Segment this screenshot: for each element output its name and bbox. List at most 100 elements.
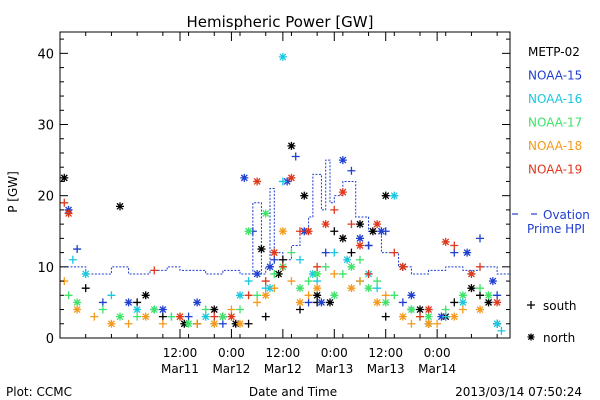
noaa-17-south-point <box>64 291 73 300</box>
y-tick-label: 20 <box>37 190 54 205</box>
ovation-hpi-line <box>60 159 510 275</box>
noaa-16-north-point <box>81 269 90 278</box>
metp-02-north-point <box>356 220 364 229</box>
noaa-17-south-point <box>201 305 210 314</box>
noaa-16-north-point <box>458 298 467 307</box>
data-points <box>60 52 506 335</box>
metp-02-north-point <box>381 191 390 200</box>
noaa-19-south-point <box>150 266 159 275</box>
noaa-17-south-point <box>253 291 262 300</box>
noaa-19-north-point <box>287 173 296 182</box>
noaa-15-north-point <box>377 227 386 236</box>
noaa-19-south-point <box>210 312 219 321</box>
noaa-19-north-point <box>304 227 313 236</box>
metp-02-north-point <box>116 202 124 211</box>
noaa-17-north-point <box>424 312 433 321</box>
metp-02-north-point <box>60 173 69 182</box>
metp-02-south-point <box>296 305 304 314</box>
noaa-16-south-point <box>107 291 116 300</box>
metp-02-north-point <box>180 319 189 328</box>
noaa-17-north-point <box>458 291 467 300</box>
noaa-15-south-point <box>398 298 407 307</box>
noaa-17-north-point <box>218 312 227 321</box>
legend-metp-02: METP-02 <box>528 45 580 59</box>
noaa-18-north-point <box>476 305 484 314</box>
noaa-15-south-point <box>73 245 82 254</box>
metp-02-south-point <box>381 312 390 321</box>
noaa-19-south-point <box>364 269 373 278</box>
noaa-16-south-point <box>313 277 322 286</box>
noaa-18-north-point <box>141 312 150 321</box>
noaa-16-south-point <box>497 326 506 335</box>
noaa-15-north-point <box>356 234 364 243</box>
noaa-15-south-point <box>476 234 484 243</box>
noaa-18-north-point <box>73 305 82 314</box>
noaa-19-north-point <box>253 177 262 186</box>
noaa-16-north-point <box>343 255 352 264</box>
noaa-16-north-point <box>133 305 142 314</box>
noaa-15-north-point <box>266 262 274 271</box>
noaa-15-north-point <box>317 298 326 307</box>
x-tick-time-label: 12:00 <box>266 346 301 360</box>
x-tick-date-label: Mar11 <box>161 362 199 376</box>
noaa-18-north-point <box>210 319 219 328</box>
noaa-18-north-point <box>347 284 356 293</box>
noaa-18-north-point <box>313 284 322 293</box>
metp-02-south-point <box>261 312 270 321</box>
noaa-17-north-point <box>313 269 322 278</box>
legend: METP-02 NOAA-15 NOAA-16 NOAA-17 NOAA-18 NOAA-… <box>512 45 590 345</box>
noaa-16-south-point <box>441 312 450 321</box>
noaa-15-north-point <box>338 156 347 165</box>
metp-02-north-point <box>274 269 283 278</box>
noaa-17-south-point <box>236 305 244 314</box>
metp-02-north-point <box>416 305 424 314</box>
metp-02-north-point <box>338 234 347 243</box>
noaa-18-north-point <box>278 227 287 236</box>
noaa-16-south-point <box>278 177 287 186</box>
noaa-19-south-point <box>296 227 304 236</box>
x-tick-time-label: 0:00 <box>321 346 348 360</box>
metp-02-south-point <box>450 298 459 307</box>
noaa-16-south-point <box>296 255 304 264</box>
noaa-19-south-point <box>347 220 356 229</box>
noaa-17-north-point <box>73 298 82 307</box>
noaa-19-south-point <box>390 248 399 257</box>
x-tick-time-label: 12:00 <box>368 346 403 360</box>
noaa-17-north-point <box>484 291 493 300</box>
plot-axes: 0 10 20 30 40 12:00 Mar11 0:00 Mar12 12:00 Mar12 0:… <box>37 31 511 376</box>
legend-noaa-19: NOAA-19 <box>528 163 582 177</box>
noaa-17-south-point <box>98 305 107 314</box>
noaa-18-north-point <box>296 298 304 307</box>
noaa-17-south-point <box>321 262 330 271</box>
legend-south-marker <box>527 301 535 309</box>
noaa-19-south-point <box>60 198 69 207</box>
noaa-17-north-point <box>150 305 159 314</box>
noaa-18-south-point <box>356 277 364 286</box>
noaa-15-south-point <box>218 319 227 328</box>
y-tick-label: 30 <box>37 119 54 134</box>
noaa-15-north-point <box>253 269 262 278</box>
noaa-17-south-point <box>133 312 142 321</box>
noaa-18-south-point <box>158 319 167 328</box>
noaa-18-north-point <box>424 319 433 328</box>
legend-north-marker <box>527 333 535 341</box>
noaa-19-north-point <box>373 220 382 229</box>
noaa-19-south-point <box>476 262 484 271</box>
noaa-18-south-point <box>381 291 390 300</box>
noaa-19-north-point <box>424 305 433 314</box>
noaa-17-south-point <box>287 248 296 257</box>
legend-noaa-17: NOAA-17 <box>528 116 582 130</box>
noaa-16-south-point <box>373 284 382 293</box>
noaa-17-north-point <box>347 262 356 271</box>
plot-frame <box>59 31 511 339</box>
noaa-19-south-point <box>278 262 287 271</box>
metp-02-north-point <box>484 298 493 307</box>
noaa-15-south-point <box>364 241 373 250</box>
noaa-16-north-point <box>266 284 274 293</box>
noaa-18-north-point <box>373 298 382 307</box>
noaa-18-south-point <box>458 305 467 314</box>
noaa-17-south-point <box>373 277 382 286</box>
noaa-19-north-point <box>398 262 407 271</box>
legend-ovation-label: Ovation <box>543 208 590 222</box>
x-tick-date-label: Mar14 <box>418 362 456 376</box>
